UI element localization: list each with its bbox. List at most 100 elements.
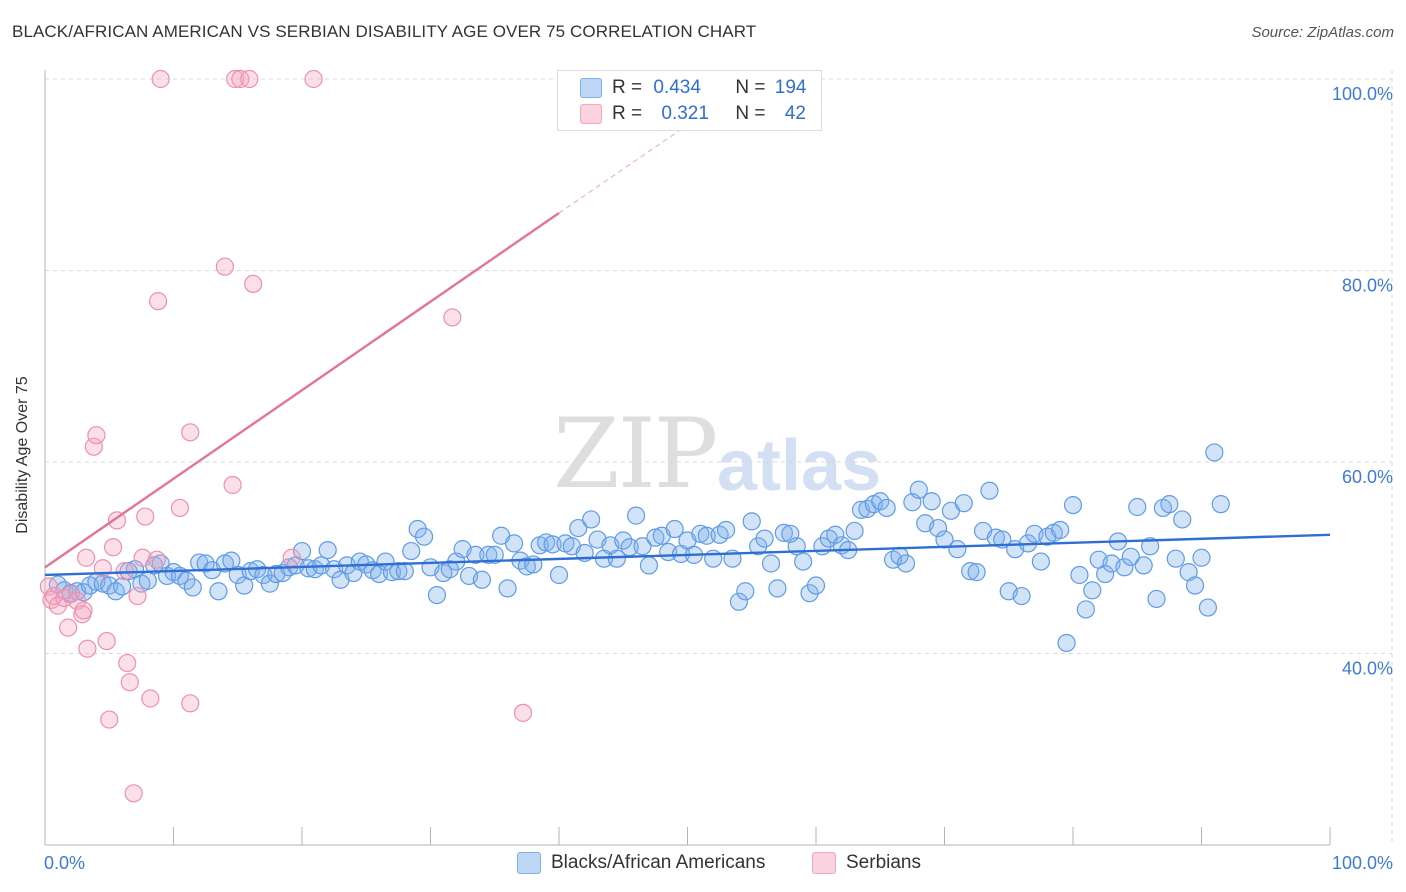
- serbians-point: [244, 274, 263, 294]
- serbians-point: [78, 639, 97, 658]
- blacks-point: [1070, 565, 1089, 585]
- blacks-point: [736, 582, 755, 601]
- blacks-point: [479, 545, 498, 564]
- blacks-point: [607, 549, 626, 568]
- blacks-point: [569, 518, 588, 538]
- y-tick-label: 40.0%: [1342, 659, 1393, 679]
- legend-n-label: N =: [735, 77, 771, 98]
- legend-swatch-blacks: [580, 78, 602, 98]
- serbians-trendline-extension: [558, 124, 688, 214]
- blacks-point: [209, 582, 228, 601]
- x-tick-label: 0.0%: [44, 853, 85, 873]
- blacks-point: [472, 570, 491, 589]
- legend-r-value: 0.321: [661, 103, 709, 124]
- blacks-point: [774, 523, 793, 542]
- blacks-point: [1076, 600, 1095, 619]
- blacks-point: [716, 520, 736, 540]
- blacks-point: [498, 579, 517, 598]
- blacks-point: [1185, 576, 1205, 595]
- blacks-point: [1173, 510, 1192, 529]
- serbians-point: [118, 653, 137, 673]
- blacks-point: [697, 526, 716, 545]
- blacks-point: [826, 525, 845, 544]
- blacks-point: [1096, 564, 1115, 584]
- blacks-point: [389, 562, 408, 581]
- blacks-point: [646, 528, 665, 547]
- blacks-point: [633, 537, 652, 556]
- bottom-legend-label-serbians: Serbians: [846, 852, 921, 873]
- serbians-point: [87, 426, 106, 445]
- correlation-legend: R = 0.434 N = 194 R = 0.321 N = 42: [557, 70, 822, 131]
- legend-r-label: R =: [612, 77, 648, 98]
- blacks-point: [414, 527, 434, 546]
- serbians-point: [226, 69, 245, 89]
- blacks-point: [1031, 552, 1050, 571]
- blacks-point: [485, 545, 504, 564]
- serbians-point: [443, 308, 462, 327]
- blacks-point: [376, 552, 395, 571]
- serbians-point: [223, 475, 242, 495]
- blacks-point: [1012, 586, 1031, 606]
- serbians-point: [304, 69, 323, 89]
- blacks-point: [665, 519, 684, 539]
- blacks-point: [1083, 581, 1102, 600]
- serbians-point: [151, 69, 170, 89]
- blacks-point: [877, 498, 896, 518]
- legend-swatch-serbians: [580, 104, 602, 124]
- blacks-point: [1211, 495, 1230, 514]
- blacks-point: [427, 585, 447, 605]
- blacks-point: [922, 492, 941, 511]
- legend-r-label: R =: [612, 103, 648, 124]
- bottom-legend-blacks: Blacks/African Americans: [517, 852, 765, 874]
- legend-r-value: 0.434: [653, 77, 701, 98]
- serbians-point: [240, 69, 259, 89]
- serbians-point: [97, 631, 116, 651]
- serbians-point: [133, 548, 152, 567]
- blacks-point: [1192, 548, 1211, 567]
- bottom-legend-serbians: Serbians: [812, 852, 921, 874]
- serbians-point: [170, 498, 190, 518]
- serbians-trendline: [44, 212, 560, 569]
- blacks-point: [1160, 495, 1179, 514]
- blacks-point: [806, 576, 826, 595]
- serbians-point: [215, 257, 234, 276]
- blacks-point: [183, 578, 202, 597]
- legend-row-serbians: R = 0.321 N = 42: [580, 102, 806, 126]
- blacks-point: [1057, 633, 1076, 653]
- blacks-point: [909, 480, 928, 499]
- blacks-point: [504, 534, 524, 553]
- blacks-point: [292, 541, 312, 561]
- blacks-point: [1147, 589, 1166, 609]
- legend-n-value: 194: [774, 77, 807, 98]
- blacks-point: [967, 563, 986, 582]
- blacks-point: [1198, 598, 1218, 617]
- blacks-point: [1140, 537, 1160, 556]
- bottom-legend-swatch-serbians: [812, 852, 836, 874]
- blacks-point: [402, 541, 421, 561]
- serbians-point: [141, 689, 160, 708]
- blacks-point: [691, 524, 710, 543]
- blacks-point: [742, 512, 761, 531]
- x-tick-label: 100.0%: [1332, 853, 1393, 873]
- legend-n-label: N =: [735, 103, 771, 124]
- watermark-zip: ZIP: [553, 398, 718, 510]
- blacks-point: [755, 529, 774, 548]
- serbians-point: [513, 703, 533, 722]
- blacks-point: [395, 562, 414, 581]
- chart-title: BLACK/AFRICAN AMERICAN VS SERBIAN DISABI…: [12, 22, 757, 41]
- blacks-point: [729, 592, 749, 611]
- serbians-point: [181, 423, 200, 442]
- serbians-point: [120, 673, 139, 692]
- blacks-point: [794, 552, 813, 571]
- y-axis-label: Disability Age Over 75: [14, 376, 31, 534]
- serbians-point: [68, 591, 87, 610]
- blacks-point: [466, 545, 485, 564]
- y-tick-label: 60.0%: [1342, 467, 1393, 487]
- serbians-point: [128, 586, 147, 606]
- blacks-point: [871, 492, 890, 511]
- source-credit: Source: ZipAtlas.com: [1251, 24, 1394, 41]
- blacks-point: [1134, 556, 1153, 575]
- y-tick-label: 80.0%: [1342, 276, 1393, 296]
- serbians-point: [100, 710, 119, 729]
- blacks-point: [543, 535, 562, 554]
